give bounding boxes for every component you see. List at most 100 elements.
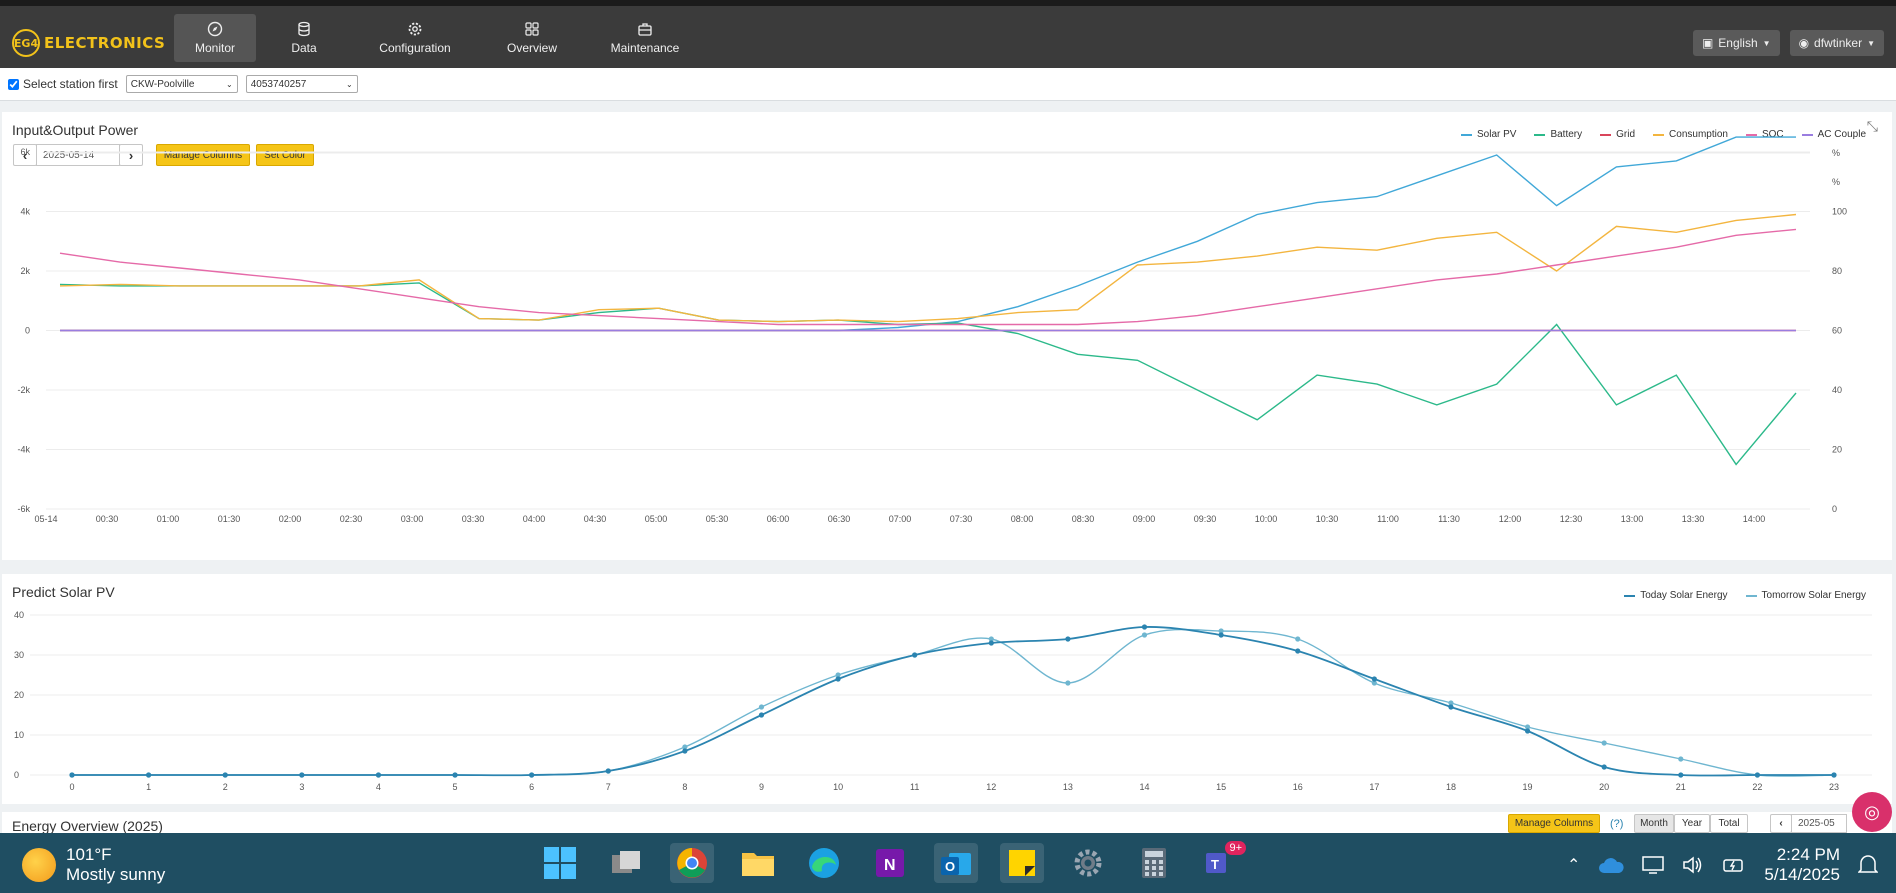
logo-badge: EG4: [12, 29, 40, 57]
teams-app[interactable]: T 9+: [1198, 841, 1246, 883]
tab-total[interactable]: Total: [1710, 814, 1748, 833]
weather-widget[interactable]: 101°F Mostly sunny: [22, 845, 165, 885]
nav-maintenance[interactable]: Maintenance: [586, 14, 704, 62]
data-point-today-solar-energy: [1448, 704, 1454, 710]
start-button[interactable]: [538, 843, 582, 883]
y-tick-label: 10: [14, 730, 24, 740]
legend-label: Tomorrow Solar Energy: [1761, 590, 1866, 601]
legend-tomorrow[interactable]: Tomorrow Solar Energy: [1745, 590, 1866, 601]
brand-logo[interactable]: EG4 ELECTRONICS: [12, 28, 165, 58]
x-tick-label: 05:30: [706, 514, 729, 524]
task-view-button[interactable]: [604, 843, 648, 883]
data-point-tomorrow-solar-energy: [1295, 636, 1301, 642]
nav-configuration-label: Configuration: [379, 41, 451, 55]
x-tick-label: 14:00: [1743, 514, 1766, 524]
volume-icon[interactable]: [1682, 855, 1704, 875]
x-tick-label: 13:30: [1682, 514, 1705, 524]
x-tick-label: 04:30: [584, 514, 607, 524]
y-right-tick-label: %: [1832, 148, 1840, 158]
energy-prev-button[interactable]: ‹: [1770, 814, 1792, 833]
onenote-app[interactable]: N: [868, 843, 912, 883]
tab-year[interactable]: Year: [1674, 814, 1710, 833]
legend-label: Grid: [1616, 129, 1636, 140]
data-point-today-solar-energy: [1831, 772, 1837, 778]
edge-app[interactable]: [802, 843, 846, 883]
nav-data-label: Data: [291, 41, 317, 55]
nav-monitor[interactable]: Monitor: [174, 14, 256, 62]
y-left-tick-label: 6k: [20, 147, 30, 157]
x-tick-label: 02:00: [279, 514, 302, 524]
predict-legend: Today Solar Energy Tomorrow Solar Energy: [1624, 590, 1866, 601]
chrome-app[interactable]: [670, 843, 714, 883]
settings-app[interactable]: [1066, 843, 1110, 883]
legend-battery[interactable]: Battery: [1534, 129, 1582, 140]
chevron-up-icon[interactable]: ⌃: [1566, 857, 1581, 874]
legend-today[interactable]: Today Solar Energy: [1624, 590, 1728, 601]
notification-icon[interactable]: [1858, 854, 1878, 876]
serial-select[interactable]: 4053740257 ⌄: [245, 75, 358, 93]
chevron-down-icon: ⌄: [346, 79, 353, 89]
system-tray: ⌃ 2:24 PM 5/14/2025: [1567, 845, 1878, 885]
data-point-today-solar-energy: [222, 772, 228, 778]
onedrive-cloud-icon[interactable]: [1598, 856, 1624, 874]
x-tick-label: 01:30: [218, 514, 241, 524]
user-label: dfwtinker: [1814, 36, 1863, 50]
nav-configuration[interactable]: Configuration: [352, 14, 478, 62]
windows-taskbar: 101°F Mostly sunny N O: [0, 833, 1896, 893]
network-icon[interactable]: [1642, 855, 1665, 875]
collapse-icon[interactable]: ⤡: [1866, 118, 1878, 134]
set-color-button[interactable]: Set Color: [256, 144, 314, 166]
tab-month[interactable]: Month: [1634, 814, 1674, 833]
battery-charging-icon[interactable]: [1722, 855, 1746, 875]
x-tick-label: 02:30: [340, 514, 363, 524]
power-panel-title: Input&Output Power: [12, 122, 139, 138]
x-tick-label: 17: [1369, 782, 1379, 792]
station-select-value: CKW-Poolville: [130, 78, 195, 90]
user-dropdown[interactable]: ◉ dfwtinker ▼: [1789, 30, 1884, 56]
legend-swatch: [1653, 133, 1665, 136]
briefcase-icon: [638, 23, 652, 36]
x-tick-label: 07:30: [950, 514, 973, 524]
taskbar-apps: N O T 9+: [538, 841, 1246, 883]
data-point-today-solar-energy: [1524, 728, 1531, 734]
legend-ac-couple[interactable]: AC Couple: [1801, 129, 1866, 140]
manage-columns-button[interactable]: Manage Columns: [156, 144, 250, 166]
nav-overview[interactable]: Overview: [478, 14, 586, 62]
file-explorer-app[interactable]: [736, 843, 780, 883]
legend-swatch: [1801, 133, 1813, 136]
assistant-button[interactable]: ◎: [1852, 792, 1892, 832]
next-date-button[interactable]: ›: [119, 144, 143, 166]
select-station-checkbox[interactable]: [8, 78, 19, 90]
legend-swatch: [1745, 594, 1757, 597]
power-legend: Solar PV Battery Grid Consumption SOC AC…: [1460, 129, 1866, 140]
calculator-icon: [1142, 848, 1166, 878]
y-right-tick-label: 20: [1832, 445, 1842, 455]
onenote-icon: N: [876, 849, 904, 877]
x-tick-label: 04:00: [523, 514, 546, 524]
data-point-today-solar-energy: [146, 772, 152, 778]
data-point-today-solar-energy: [1141, 624, 1148, 630]
legend-grid[interactable]: Grid: [1600, 129, 1635, 140]
legend-consumption[interactable]: Consumption: [1653, 129, 1728, 140]
sticky-notes-app[interactable]: [1000, 843, 1044, 883]
station-select[interactable]: CKW-Poolville ⌄: [125, 75, 238, 93]
legend-soc[interactable]: SOC: [1745, 129, 1784, 140]
energy-date-input[interactable]: 2025-05: [1791, 814, 1847, 833]
legend-swatch: [1624, 594, 1636, 597]
target-icon: ◎: [1864, 801, 1880, 822]
energy-manage-columns-button[interactable]: Manage Columns: [1508, 814, 1600, 833]
y-left-tick-label: -2k: [17, 385, 30, 395]
y-left-tick-label: -4k: [17, 445, 30, 455]
outlook-app[interactable]: O: [934, 843, 978, 883]
help-link[interactable]: (?): [1610, 818, 1624, 830]
clock[interactable]: 2:24 PM 5/14/2025: [1764, 845, 1840, 885]
nav-data[interactable]: Data: [256, 14, 352, 62]
calculator-app[interactable]: [1132, 843, 1176, 883]
chevron-left-icon: ‹: [22, 147, 28, 163]
data-point-tomorrow-solar-energy: [1601, 740, 1607, 746]
language-dropdown[interactable]: ▣ English ▼: [1692, 30, 1780, 56]
series-line-battery: [59, 282, 1797, 466]
svg-text:T: T: [1211, 857, 1219, 872]
x-tick-label: 05:00: [645, 514, 668, 524]
legend-solar[interactable]: Solar PV: [1460, 129, 1516, 140]
